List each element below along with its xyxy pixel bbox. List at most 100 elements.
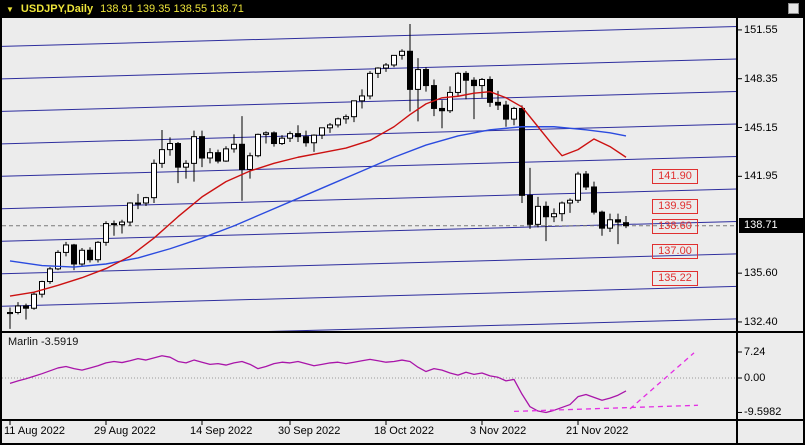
candle (543, 205, 549, 218)
symbol-timeframe-label[interactable]: USDJPY,Daily (20, 3, 94, 15)
candle (367, 72, 373, 97)
candle (143, 197, 149, 204)
time-axis-label: 30 Sep 2022 (278, 425, 341, 437)
channel-line (2, 91, 737, 112)
candle (175, 143, 181, 168)
candle (471, 79, 477, 87)
price-axis-label: 148.35 (744, 72, 778, 85)
level-label[interactable]: 135.22 (652, 270, 698, 286)
indicator-name: Marlin (8, 336, 38, 348)
candle (303, 136, 309, 144)
candle (111, 223, 117, 226)
current-price-badge: 138.71 (739, 218, 805, 234)
candle (399, 50, 405, 56)
candle (207, 152, 213, 159)
candle (287, 133, 293, 139)
price-axis-label: 135.60 (744, 267, 778, 280)
channel-line (2, 220, 737, 242)
candle (599, 211, 605, 229)
forecast-line (513, 404, 699, 413)
indicator-value: -3.5919 (41, 336, 79, 348)
candle (223, 148, 229, 162)
candle (47, 268, 53, 283)
indicator-axis-label: 7.24 (744, 346, 766, 358)
candle (135, 202, 141, 205)
time-axis-label: 14 Sep 2022 (190, 425, 253, 437)
chart-titlebar: ▼ USDJPY,Daily 138.91 139.35 138.55 138.… (6, 1, 244, 17)
symbol-dropdown-icon[interactable]: ▼ (6, 4, 14, 14)
candle (279, 137, 285, 145)
candle (607, 219, 613, 229)
candle (215, 152, 221, 162)
candle (239, 143, 245, 170)
level-label[interactable]: 137.00 (652, 243, 698, 259)
candle (199, 136, 205, 159)
candle (551, 213, 557, 218)
candle (151, 162, 157, 199)
candle (7, 311, 13, 315)
channel-line (232, 318, 737, 332)
candle (87, 249, 93, 261)
candle (79, 249, 85, 265)
candle (463, 72, 469, 81)
level-label[interactable]: 138.60 (652, 219, 698, 235)
candle (559, 202, 565, 215)
time-axis-label: 18 Oct 2022 (374, 425, 434, 437)
candle (127, 202, 133, 223)
channel-line (2, 285, 737, 307)
candle (503, 104, 509, 120)
price-axis-label: 145.15 (744, 121, 778, 134)
time-axis-label: 3 Nov 2022 (470, 425, 527, 437)
window-corner-box (788, 3, 799, 14)
candle (71, 244, 77, 265)
candle (423, 69, 429, 87)
candle (103, 223, 109, 243)
price-axis-label: 132.40 (744, 315, 778, 328)
candle (527, 194, 533, 225)
price-axis-label: 141.95 (744, 170, 778, 183)
indicator-axis-label: -9.5982 (744, 406, 782, 419)
candle (583, 173, 589, 188)
indicator-axis-label: 0.00 (744, 372, 766, 384)
candle (415, 69, 421, 90)
candle (271, 132, 277, 145)
time-axis-label: 29 Aug 2022 (94, 425, 156, 437)
candle (567, 199, 573, 204)
time-axis-label: 21 Nov 2022 (566, 425, 629, 437)
indicator-label: Marlin -3.5919 (8, 336, 78, 348)
candle (183, 162, 189, 168)
candle (31, 293, 37, 309)
time-axis-label: 11 Aug 2022 (4, 425, 65, 437)
candle (263, 132, 269, 135)
candle (615, 219, 621, 223)
channel-line (2, 123, 737, 145)
candle (343, 116, 349, 120)
candle (15, 305, 21, 313)
candle (479, 78, 485, 87)
candle (511, 107, 517, 120)
ma-fast-line (9, 90, 627, 297)
candle (575, 173, 581, 201)
candle (591, 186, 597, 213)
candle (247, 155, 253, 170)
candle (407, 50, 413, 90)
price-axis-label: 151.55 (744, 23, 778, 36)
candle (447, 91, 453, 112)
level-label[interactable]: 139.95 (652, 198, 698, 214)
candle (119, 221, 125, 226)
candle (23, 305, 29, 309)
ma-slow-line (9, 126, 627, 268)
candle (95, 241, 101, 261)
level-label[interactable]: 141.90 (652, 169, 698, 185)
candle (55, 251, 61, 270)
candle (623, 222, 629, 227)
candle (255, 133, 261, 157)
candle (535, 205, 541, 225)
candle (391, 54, 397, 66)
candle (311, 134, 317, 144)
candle (335, 118, 341, 126)
candle (159, 149, 165, 164)
candle (495, 101, 501, 106)
